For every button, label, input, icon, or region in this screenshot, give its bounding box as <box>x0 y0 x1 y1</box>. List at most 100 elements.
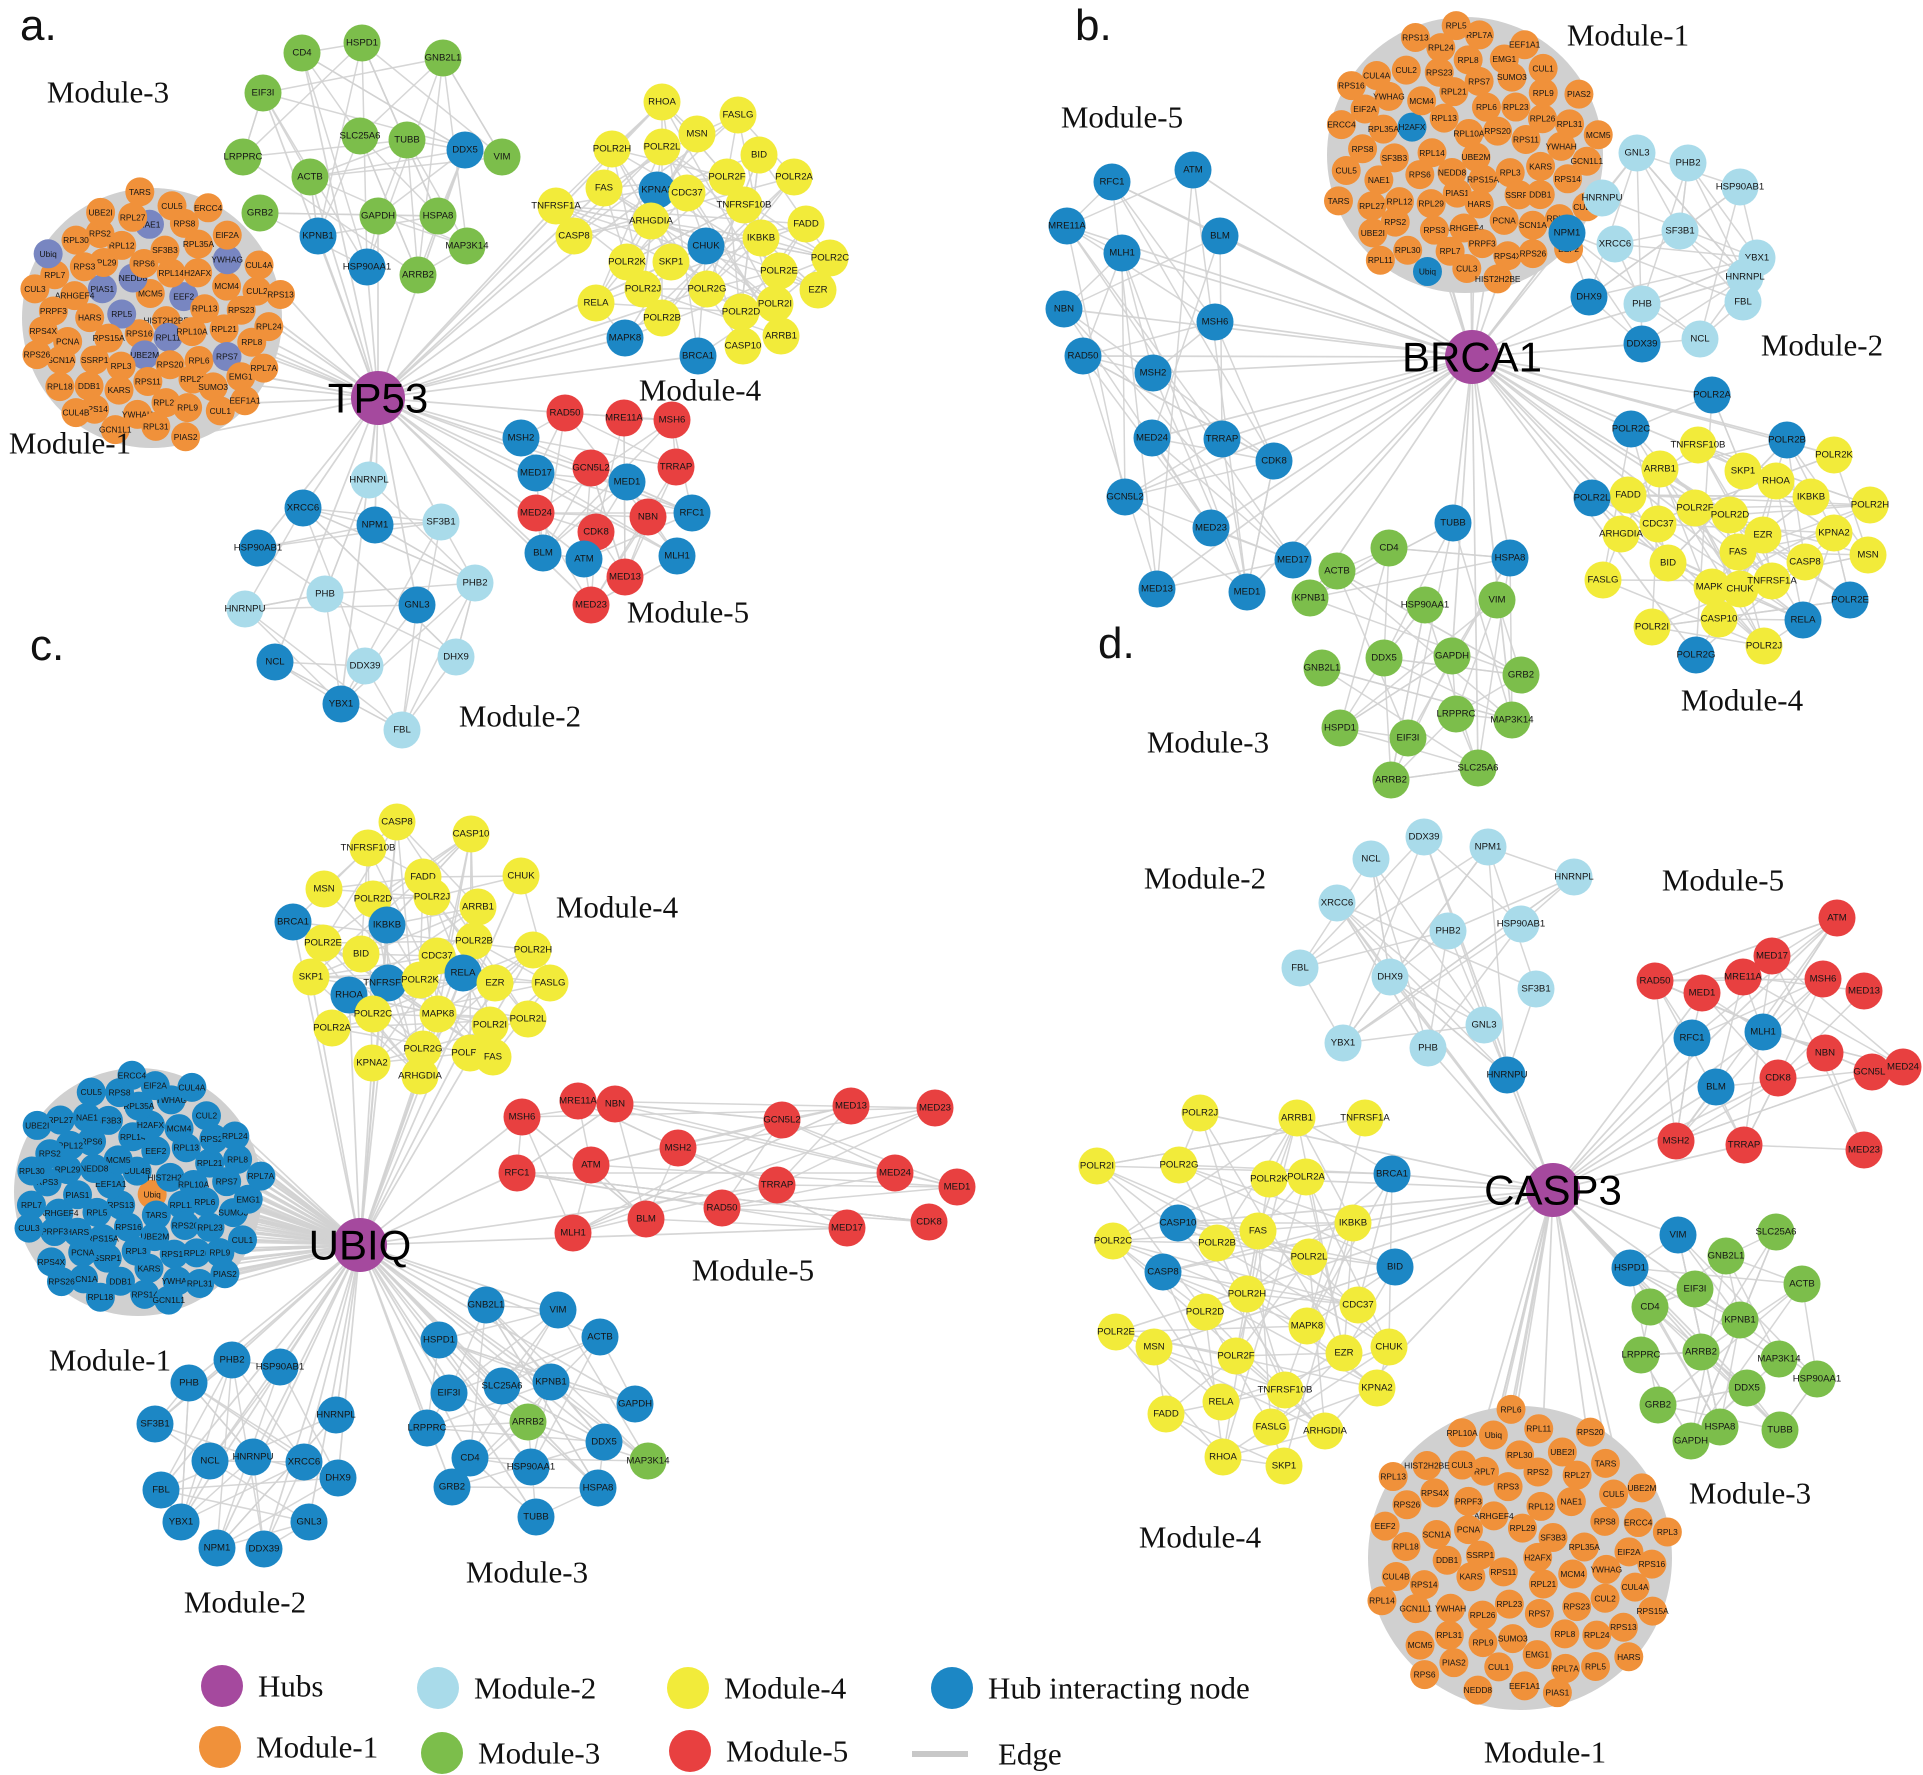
node-label: RPS23 <box>228 305 255 315</box>
node-POLR2J: POLR2J <box>624 270 662 308</box>
node-label: ATM <box>1183 165 1203 176</box>
node-label: LRPPRC <box>408 1423 447 1434</box>
node-label: MSH2 <box>508 433 535 444</box>
node-CUL2: CUL2 <box>242 276 272 306</box>
node-label: MSN <box>686 129 707 140</box>
node-Ubiq: Ubiq <box>1412 257 1442 287</box>
node-SUMO3: SUMO3 <box>198 372 228 402</box>
node-POLR2I: POLR2I <box>1078 1147 1116 1185</box>
node-MCM4: MCM4 <box>1407 86 1437 116</box>
node-label: DDX39 <box>1627 339 1658 350</box>
node-RHOA: RHOA <box>1757 462 1795 500</box>
node-MAPK8: MAPK8 <box>1693 568 1731 606</box>
node-ARHGDIA: ARHGDIA <box>398 1057 442 1095</box>
node-label: ARRB1 <box>765 331 797 342</box>
node-label: CUL3 <box>18 1223 40 1233</box>
node-label: RPL26 <box>1470 1610 1496 1620</box>
node-DDX39: DDX39 <box>346 647 384 685</box>
module-label-module-3: Module-3 <box>47 75 169 110</box>
module-label-module-1: Module-1 <box>1567 18 1689 53</box>
node-IKBKB: IKBKB <box>1792 478 1830 516</box>
node-label: RHOA <box>335 990 363 1001</box>
module-label-module-2: Module-2 <box>1144 861 1266 896</box>
node-label: POLR2J <box>1182 1108 1218 1119</box>
node-EZR: EZR <box>1325 1334 1363 1372</box>
node-HIST2H2BE: HIST2H2BE <box>1404 1450 1450 1480</box>
node-label: HSP90AB1 <box>234 543 283 554</box>
node-MED13: MED13 <box>1138 570 1176 608</box>
node-label: RPS20 <box>172 1221 199 1231</box>
node-EEF2: EEF2 <box>141 1136 171 1166</box>
node-label: MED17 <box>1277 555 1309 566</box>
node-label: SKP1 <box>659 257 684 268</box>
node-label: ERCC4 <box>1327 120 1356 130</box>
node-SUMO3: SUMO3 <box>1498 1624 1528 1654</box>
node-RPL8: RPL8 <box>1453 45 1483 75</box>
node-RPS26: RPS26 <box>1392 1490 1422 1520</box>
node-RPL13: RPL13 <box>190 294 220 324</box>
node-label: POLR2D <box>354 894 392 905</box>
node-label: RPL10A <box>1453 128 1485 138</box>
node-UBE2I: UBE2I <box>1358 218 1388 248</box>
node-SSRP1: SSRP1 <box>92 1243 122 1273</box>
panel-d-module-3: VIM HSPD1 SLC25A6 GNB2L1 EIF3I ACTB CD4 KPNB1 AR… <box>1611 1213 1841 1460</box>
node-label: MSH6 <box>509 1112 536 1123</box>
node-RPL6: RPL6 <box>1471 92 1501 122</box>
node-NAE1: NAE1 <box>72 1102 102 1132</box>
node-RELA: RELA <box>577 284 615 322</box>
node-TNFRSF10B: TNFRSF10B <box>341 829 395 867</box>
node-BRCA1: BRCA1 <box>679 337 717 375</box>
node-label: EIF2A <box>216 230 240 240</box>
node-label: TNFRSF10B <box>1671 440 1726 451</box>
node-UBE2M: UBE2M <box>130 340 160 370</box>
node-RPL27: RPL27 <box>45 1105 75 1135</box>
node-label: EMG1 <box>1525 1650 1549 1660</box>
node-H2AFX: H2AFX <box>1397 112 1427 142</box>
node-label: EIF2A <box>1617 1547 1641 1557</box>
node-RPS20: RPS20 <box>1483 116 1513 146</box>
node-label: RPL26 <box>184 1248 210 1258</box>
node-label: KPNB1 <box>1724 1315 1755 1326</box>
node-label: EZR <box>808 285 827 296</box>
node-HNRNPL: HNRNPL <box>316 1396 356 1434</box>
node-label: PCNA <box>56 337 80 347</box>
node-MED23: MED23 <box>572 586 610 624</box>
node-label: FASLG <box>535 978 566 989</box>
node-label: POLR2I <box>758 299 792 310</box>
node-MED13: MED13 <box>1845 972 1883 1010</box>
node-label: RPS26 <box>24 350 51 360</box>
node-ERCC4: ERCC4 <box>1326 110 1356 140</box>
node-RPL23: RPL23 <box>1501 92 1531 122</box>
node-RPS16: RPS16 <box>1336 71 1366 101</box>
node-POLR2K: POLR2K <box>401 961 440 999</box>
node-label: RPL6 <box>1476 102 1497 112</box>
node-PHB2: PHB2 <box>1429 912 1467 950</box>
node-label: RPL27 <box>1359 201 1385 211</box>
node-label: GNB2L1 <box>425 53 462 64</box>
node-label: ARRB2 <box>512 1417 544 1428</box>
node-CUL4B: CUL4B <box>61 398 91 428</box>
node-label: CD4 <box>1379 543 1399 554</box>
node-label: RPS13 <box>267 290 294 300</box>
node-label: RPL6 <box>194 1197 215 1207</box>
node-FASLG: FASLG <box>531 964 569 1002</box>
node-POLR2C: POLR2C <box>1094 1222 1132 1260</box>
node-label: MED1 <box>1234 587 1261 598</box>
node-POLR2I: POLR2I <box>756 285 794 323</box>
node-POLR2H: POLR2H <box>1228 1275 1266 1313</box>
node-YBX1: YBX1 <box>162 1503 200 1541</box>
node-RPS4X: RPS4X <box>28 316 58 346</box>
node-label: POLR2B <box>455 936 493 947</box>
node-label: CASP8 <box>1147 1267 1178 1278</box>
node-label: VIM <box>1488 595 1505 606</box>
module-label-module-3: Module-3 <box>466 1555 588 1590</box>
node-SCN1A: SCN1A <box>46 345 76 375</box>
node-label: PIAS2 <box>174 432 198 442</box>
node-label: HSPD1 <box>423 1335 455 1346</box>
node-label: GAPDH <box>1435 651 1469 662</box>
node-label: RAD50 <box>1640 976 1671 987</box>
node-label: SCN1A <box>70 1274 98 1284</box>
node-LRPPRC: LRPPRC <box>1622 1336 1661 1374</box>
node-label: H2AFX <box>1399 122 1426 132</box>
node-ATM: ATM <box>1818 899 1856 937</box>
